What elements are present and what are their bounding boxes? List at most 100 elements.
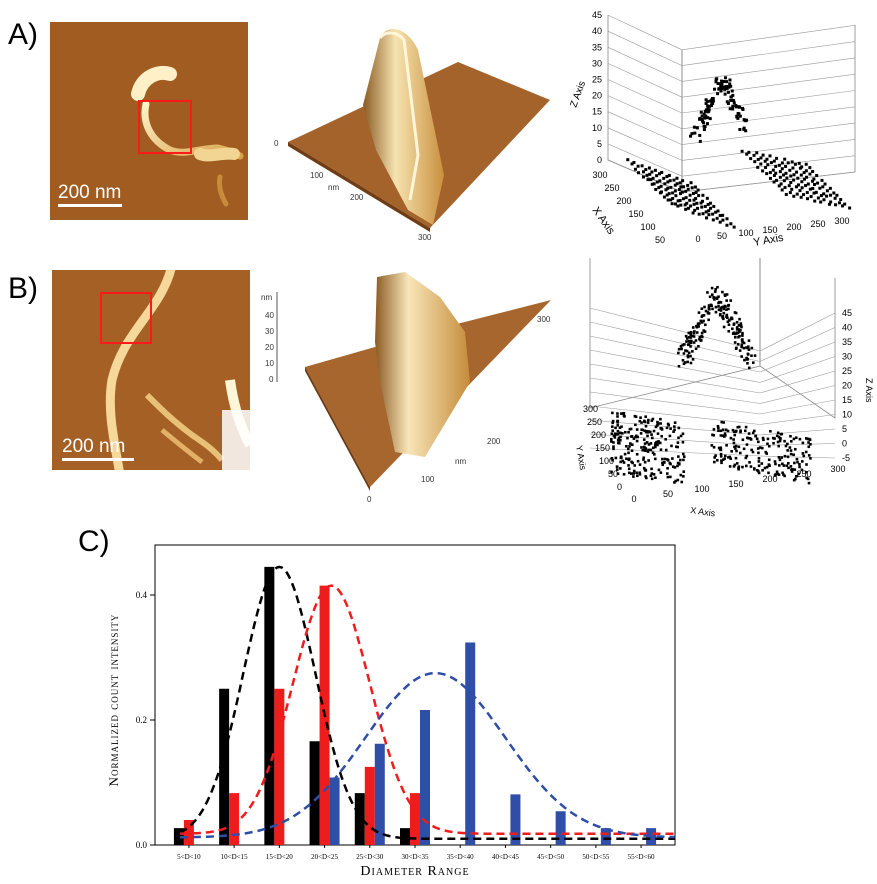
scatter-b-point [735, 320, 739, 324]
scale-label-b: 200 nm [62, 436, 126, 457]
scatter-b-point [684, 349, 687, 352]
scatter-b-point [676, 441, 680, 444]
scatter-a-point [666, 198, 670, 202]
scatter-b-point [807, 445, 811, 449]
bar [465, 642, 476, 845]
scatter-b-point [647, 443, 651, 446]
scatter-a-point [666, 180, 670, 184]
scatter-b-point [713, 298, 716, 301]
scatter-b-point [741, 340, 744, 344]
scatter-b-x-tick: 100 [694, 484, 709, 494]
scatter-b-point [741, 334, 744, 337]
x-tick-label: 15<D<20 [266, 853, 293, 861]
scatter-b-point [774, 462, 777, 466]
scatter-b-point [677, 455, 680, 458]
scatter-b-point [711, 293, 714, 296]
scatter-b-point [721, 305, 724, 309]
scatter-b-z-label: Z Axis [864, 378, 874, 403]
scatter-b-point [747, 345, 750, 349]
scatter-a-y-tick: 250 [810, 219, 825, 229]
scatter-b-point [638, 471, 641, 475]
scatter-b-point [787, 466, 790, 470]
scatter-b-point [786, 455, 790, 459]
scatter-b-point [805, 471, 808, 474]
bar [555, 811, 566, 845]
scatter-b-point [738, 451, 742, 455]
scatter-a-point [802, 193, 806, 197]
scatter-b-point [728, 455, 732, 459]
scatter-b-point [739, 430, 742, 434]
scatter-b-point [725, 293, 729, 296]
scatter-b-point [732, 430, 736, 434]
scatter-a-point [785, 176, 789, 180]
scatter-b-point [704, 309, 708, 313]
scatter-b-point [777, 444, 781, 448]
surface-a-unit: nm [328, 183, 339, 192]
scatter-b-z-tick: 30 [842, 352, 852, 362]
scatter-b-point [732, 322, 736, 326]
scatter-b-point [664, 437, 667, 441]
scatter-a-point [708, 201, 712, 205]
scatter-b-point [730, 317, 734, 321]
scatter-b-point [643, 420, 646, 423]
scatter-b-point [619, 467, 622, 470]
scatter-b-point [677, 351, 680, 355]
scatter-a-y-tick: 0 [695, 234, 700, 244]
scatter-b-point [681, 432, 685, 436]
scatter-b-y-tick: 200 [591, 430, 606, 440]
scatter-b-point [611, 429, 615, 433]
surface-b-right-tick: 300 [537, 315, 551, 324]
scatter-a-point [693, 185, 697, 189]
scatter-b-point [650, 419, 654, 422]
scatter-a-point [756, 165, 760, 169]
scatter-b-point [717, 301, 720, 305]
scatter-b-point [782, 473, 785, 476]
surface-b-ztick: 10 [265, 359, 274, 368]
scatter-b-point [675, 445, 678, 449]
scatter-b-point [721, 315, 724, 319]
scatter-a-point [706, 110, 710, 114]
scatter-b-point [676, 461, 680, 465]
scatter-b-z-tick: 15 [842, 395, 852, 405]
scatter-a-point [745, 152, 749, 156]
scatter-b-point [686, 354, 690, 357]
scatter-b-point [735, 462, 739, 465]
roi-box-b [100, 292, 152, 344]
scale-bar-a [58, 204, 122, 207]
scatter-a-point [753, 160, 757, 164]
scatter-b-point [644, 430, 648, 434]
surface-b-right-tick: 200 [487, 437, 501, 446]
scatter-b-point [777, 435, 781, 439]
bar [329, 777, 340, 845]
scatter-b-point [691, 326, 695, 329]
scatter-a-point [731, 104, 735, 108]
scatter-b-point [644, 475, 647, 478]
scatter-a-point [701, 119, 705, 123]
scatter-b-point [679, 344, 683, 348]
scatter-a-point [646, 178, 650, 182]
scatter-a-point [626, 158, 630, 162]
scatter-b-point [646, 421, 650, 424]
scatter-b-point [733, 463, 737, 467]
scatter-a-point [743, 119, 747, 123]
scatter-b-point [708, 295, 712, 299]
scatter-a-point [720, 81, 724, 85]
scatter-b-point [733, 341, 737, 344]
scatter-a-point [822, 198, 826, 202]
scatter-b-point [652, 429, 656, 433]
scatter-b-point [634, 415, 638, 419]
scatter-b-point [746, 357, 750, 361]
scatter-a-y-tick: 50 [717, 231, 727, 241]
scatter-b-point [689, 341, 693, 345]
scatter-b-point [614, 456, 618, 460]
scatter-b-point [676, 445, 680, 449]
scatter-a-point [650, 182, 654, 186]
scatter-b-point [742, 346, 746, 350]
scatter-a-point [827, 202, 831, 206]
scatter-b-point [630, 472, 633, 475]
scatter-a-point [711, 218, 715, 222]
scatter-b-point [738, 317, 741, 321]
scatter-b-point [622, 414, 626, 417]
scatter-b-point [653, 443, 657, 447]
scatter-a-point [759, 162, 763, 166]
